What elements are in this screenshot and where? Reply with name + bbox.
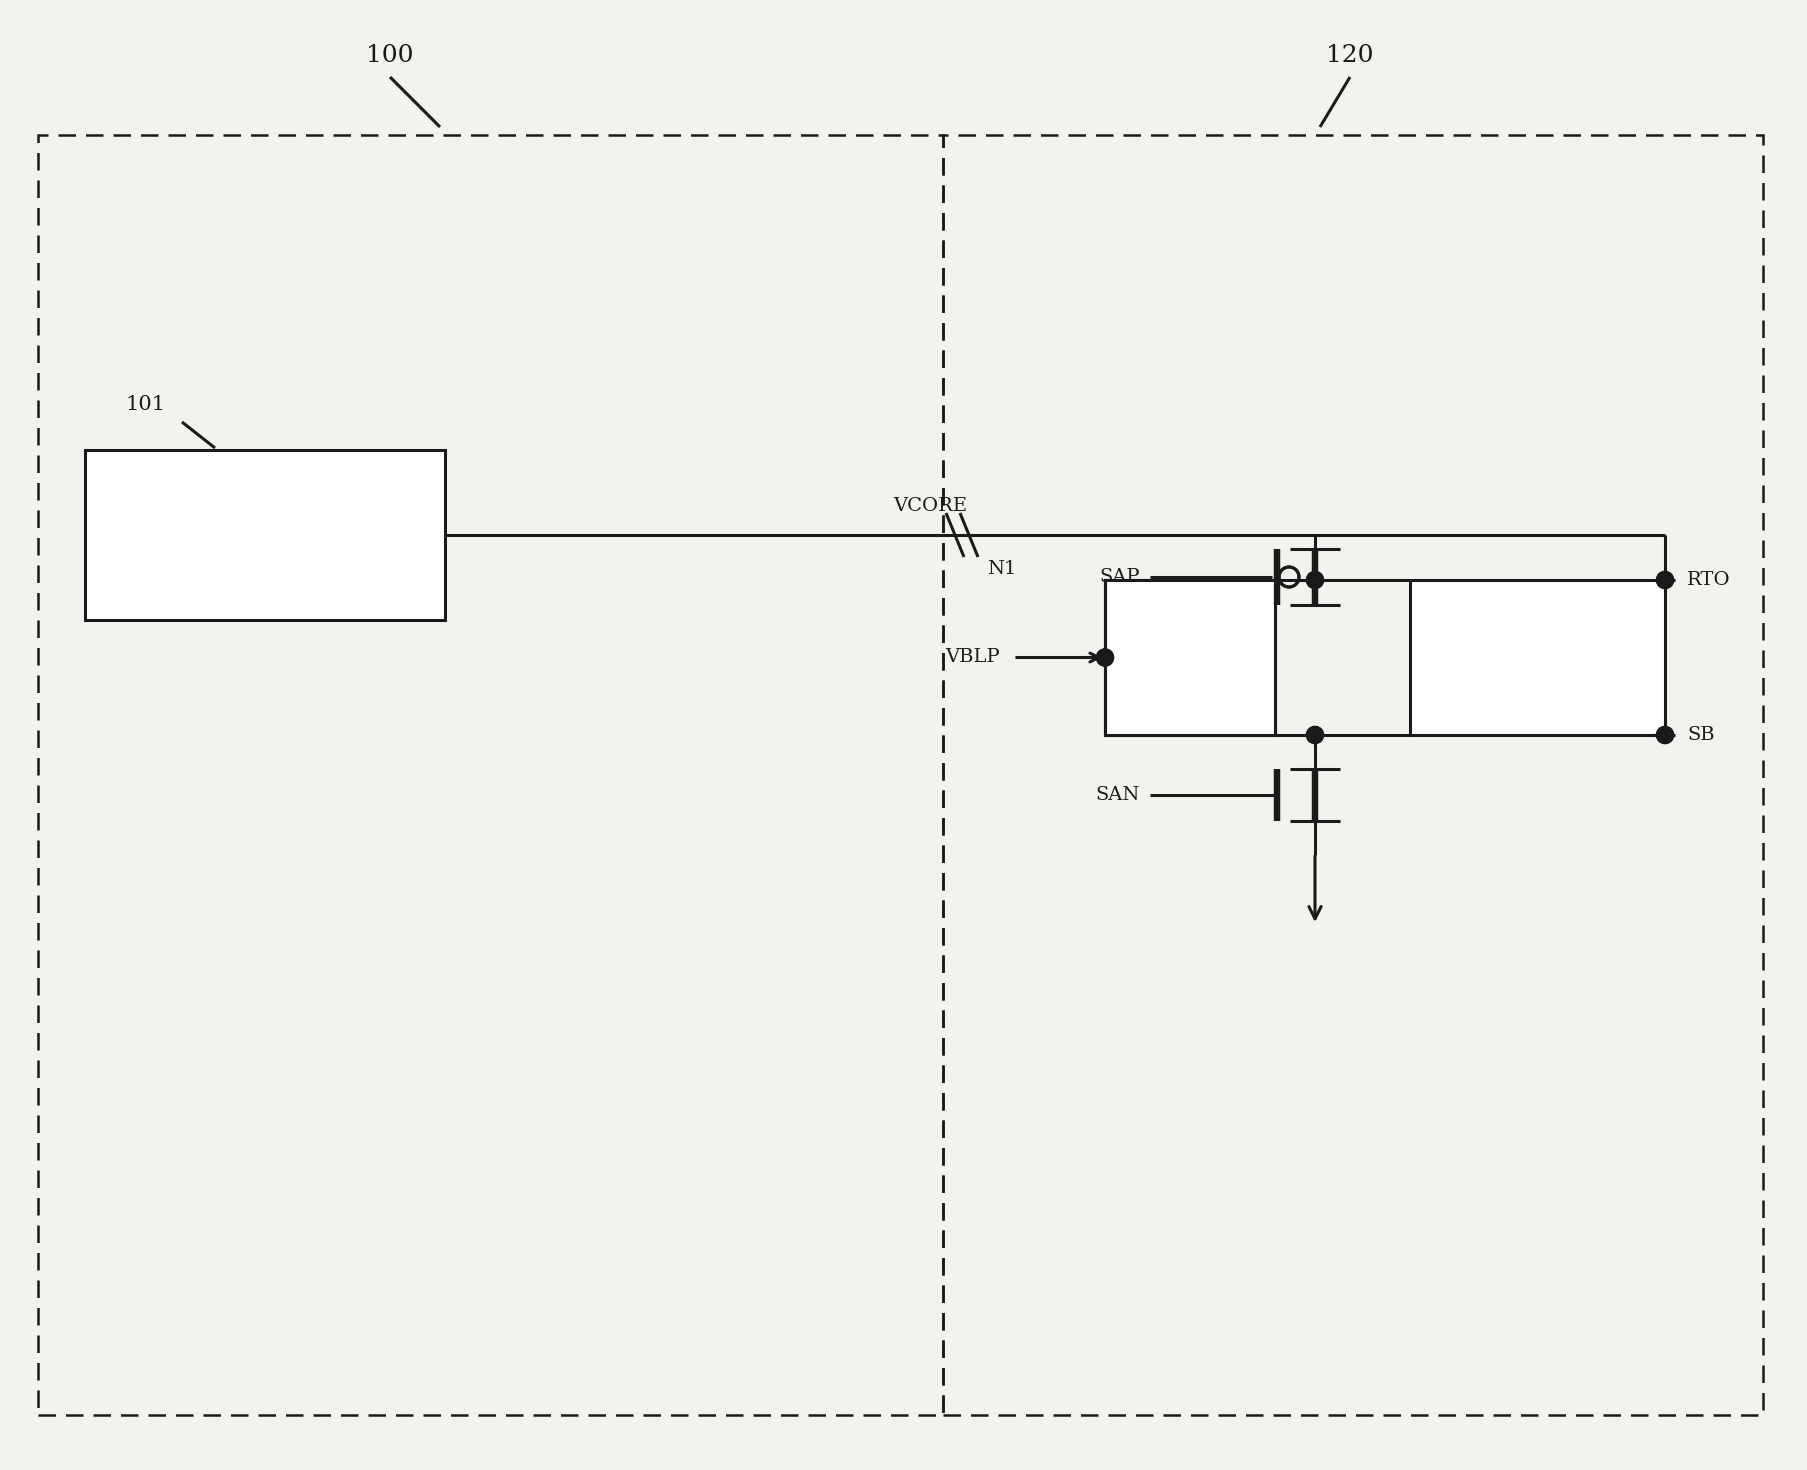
Text: SAP: SAP bbox=[1099, 567, 1140, 587]
Text: 120: 120 bbox=[1326, 44, 1373, 66]
Text: 100: 100 bbox=[367, 44, 414, 66]
Text: VBLEQ: VBLEQ bbox=[1187, 591, 1254, 610]
Bar bbox=[943, 135, 1762, 1416]
Text: N1: N1 bbox=[987, 560, 1016, 578]
Bar bbox=[38, 135, 943, 1416]
Text: RTO: RTO bbox=[1686, 570, 1729, 589]
Text: VBLEQ: VBLEQ bbox=[1187, 591, 1254, 610]
Circle shape bbox=[1655, 726, 1673, 744]
Bar bbox=[85, 450, 445, 620]
Bar bbox=[1104, 581, 1274, 735]
Circle shape bbox=[1306, 726, 1323, 744]
Text: 读出放大器: 读出放大器 bbox=[1505, 647, 1568, 667]
Bar bbox=[1409, 581, 1664, 735]
Circle shape bbox=[1655, 572, 1673, 588]
Circle shape bbox=[1095, 648, 1113, 666]
Circle shape bbox=[1306, 572, 1323, 588]
Text: VCORE: VCORE bbox=[893, 497, 967, 514]
Circle shape bbox=[1095, 648, 1113, 666]
Text: VBLP: VBLP bbox=[945, 648, 999, 666]
Bar bbox=[1104, 581, 1274, 735]
Circle shape bbox=[1655, 572, 1673, 588]
Text: SAN: SAN bbox=[1095, 786, 1140, 804]
Circle shape bbox=[1655, 726, 1673, 744]
Text: 核心电压: 核心电压 bbox=[239, 500, 291, 519]
Text: 101: 101 bbox=[125, 395, 164, 415]
Circle shape bbox=[1306, 572, 1323, 588]
Circle shape bbox=[1306, 726, 1323, 744]
Text: 驱动器: 驱动器 bbox=[244, 563, 286, 582]
Text: SB: SB bbox=[1686, 726, 1713, 744]
